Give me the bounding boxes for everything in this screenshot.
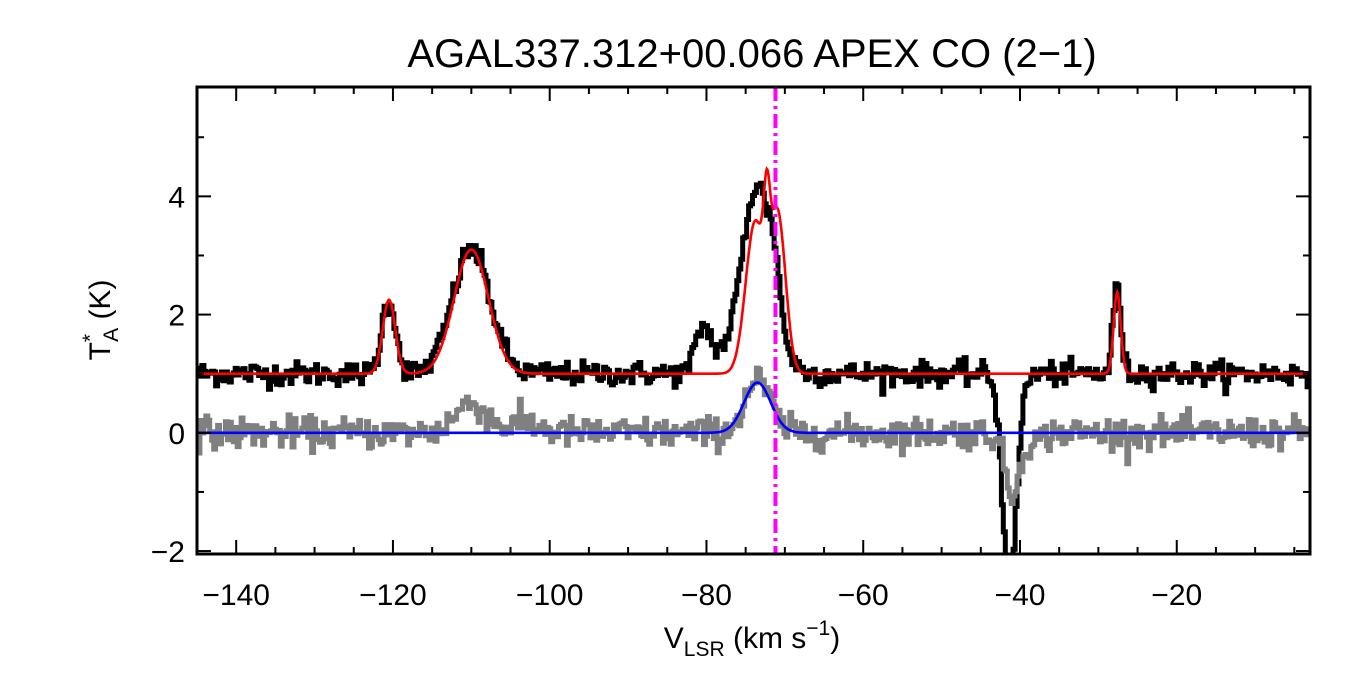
x-tick-label: −100: [516, 579, 584, 612]
x-tick-label: −80: [681, 579, 732, 612]
chart-title: AGAL337.312+00.066 APEX CO (2−1): [407, 32, 1096, 76]
series-residual-spectrum: [197, 365, 1310, 506]
y-tick-label: 2: [168, 300, 185, 333]
y-tick-label: 4: [168, 181, 185, 214]
y-tick-label: 0: [168, 418, 185, 451]
y-axis-label: T*A (K): [79, 280, 123, 361]
x-tick-label: −60: [838, 579, 889, 612]
x-axis-label: VLSR (km s−1): [664, 617, 840, 661]
y-tick-label: −2: [151, 536, 185, 569]
series-gaussian-fit: [197, 166, 1310, 375]
x-tick-label: −20: [1151, 579, 1202, 612]
plot-frame: [195, 85, 1312, 556]
series-fit-component: [197, 381, 1310, 435]
x-tick-label: −140: [202, 579, 270, 612]
x-tick-label: −120: [359, 579, 427, 612]
x-tick-label: −40: [995, 579, 1046, 612]
